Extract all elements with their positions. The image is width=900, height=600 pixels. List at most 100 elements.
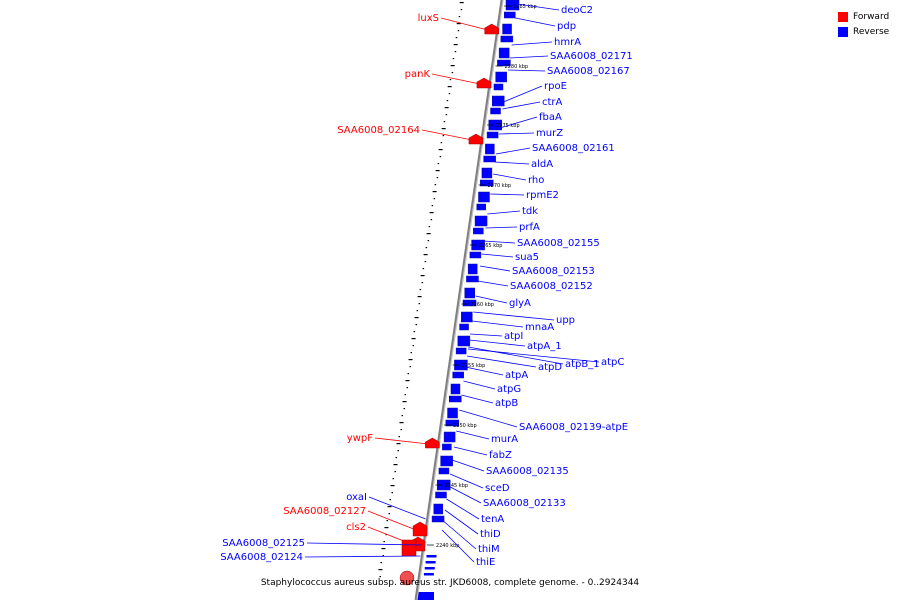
leader-line [440,17,488,31]
reverse-gene-block [473,227,484,235]
fragment-tick [409,366,412,368]
gene-label-saa6008-02153: SAA6008_02153 [512,266,595,277]
leader-line [492,173,527,181]
reverse-gene-block [452,371,464,379]
fragment-tick [421,282,424,284]
fragment-tick [402,401,407,403]
fragment-tick [449,79,452,81]
leader-line [473,311,555,321]
gene-label-saa6008-02125: SAA6008_02125 [222,538,305,549]
reverse-gene-block [425,561,436,564]
fragment-tick [432,191,437,193]
fragment-tick [436,177,439,179]
leader-line [467,348,600,363]
fragment-tick [380,562,382,564]
leader-line [421,129,473,141]
gene-label-mnaa: mnaA [525,322,554,333]
leader-line [451,459,485,472]
fragment-tick [401,415,404,417]
forward-swatch [838,11,848,22]
fragment-tick [394,471,397,473]
reverse-gene-block [495,71,507,83]
gene-label-atpb-1: atpB_1 [565,359,600,370]
legend-item-forward: Forward [838,9,889,24]
fragment-tick [407,373,410,375]
fragment-tick [453,44,458,46]
reverse-gene-block [449,395,462,403]
strand-legend: Forward Reverse [838,9,889,39]
fragment-tick [378,569,383,571]
fragment-tick [386,520,388,522]
reverse-gene-block [469,251,482,259]
fragment-tick [456,23,461,25]
reverse-gene-block [491,95,505,107]
leader-line [517,3,560,11]
gene-label-pdp: pdp [557,21,576,32]
fragment-tick [387,506,392,508]
fragment-tick [420,275,425,277]
reverse-gene-block [466,275,479,283]
leader-line [507,69,546,72]
fragment-tick [406,387,409,389]
gene-label-saa6008-02161: SAA6008_02161 [532,143,615,154]
forward-gene-arrow [484,23,499,35]
fragment-tick [393,464,398,466]
leader-line [368,496,426,520]
leader-line [456,430,490,440]
fragment-tick [427,240,430,242]
fragment-tick [444,107,449,109]
leader-line [448,485,482,504]
gene-label-thim: thiM [478,544,500,555]
genome-caption: Staphylococcus aureus subsp. aureus str.… [260,578,640,588]
gene-label-prfa: prfA [519,222,540,233]
leader-line [481,253,514,258]
reverse-gene-block [438,467,450,475]
leader-line [431,73,481,85]
reverse-gene-block [424,567,435,570]
leader-line [306,542,422,546]
gene-label-thid: thiD [480,529,501,540]
kbp-tick-label: 2255 kbp [462,363,486,369]
reverse-gene-block [461,311,473,323]
fragment-tick [383,541,385,543]
reverse-gene-block [504,11,516,19]
fragment-tick [450,65,455,67]
fragment-tick [430,219,433,221]
fragment-tick [413,331,416,333]
forward-gene-arrow [425,437,440,449]
gene-label-pank: panK [405,69,431,80]
reverse-gene-block [481,167,493,179]
fragment-tick [405,380,410,382]
kbp-tick-label: 2240 kbp [436,543,460,549]
fragment-tick [446,100,449,102]
kbp-tick-label: 2250 kbp [453,423,477,429]
legend-item-reverse: Reverse [838,24,889,39]
kbp-tick-label: 2260 kbp [470,302,494,308]
fragment-tick [399,422,404,424]
kbp-tick-label: 2280 kbp [505,64,529,70]
gene-label-saa6008-02139-atpe: SAA6008_02139-atpE [519,422,628,433]
fragment-tick [404,394,407,396]
gene-label-hmra: hmrA [554,37,581,48]
leader-line [459,409,518,428]
gene-label-tdk: tdk [522,206,538,217]
gene-label-atpi: atpI [504,331,523,342]
reverse-gene-block [464,287,475,299]
fragment-tick [423,254,428,256]
fragment-tick [426,233,431,235]
leader-line [487,210,521,215]
fragment-tick [433,198,436,200]
fragment-tick [412,345,415,347]
gene-label-glya: glyA [509,298,531,309]
gene-label-atpa-1: atpA_1 [527,341,562,352]
fragment-tick [448,93,451,95]
reverse-gene-block [505,0,520,11]
gene-label-saa6008-02171: SAA6008_02171 [550,51,633,62]
gene-label-ywpf: ywpF [347,433,373,444]
leader-line [477,280,509,287]
leader-line [466,355,537,368]
reverse-gene-block [450,383,461,395]
gene-label-atpb: atpB [495,398,518,409]
fragment-tick [452,58,455,60]
legend-label-forward: Forward [853,11,890,22]
